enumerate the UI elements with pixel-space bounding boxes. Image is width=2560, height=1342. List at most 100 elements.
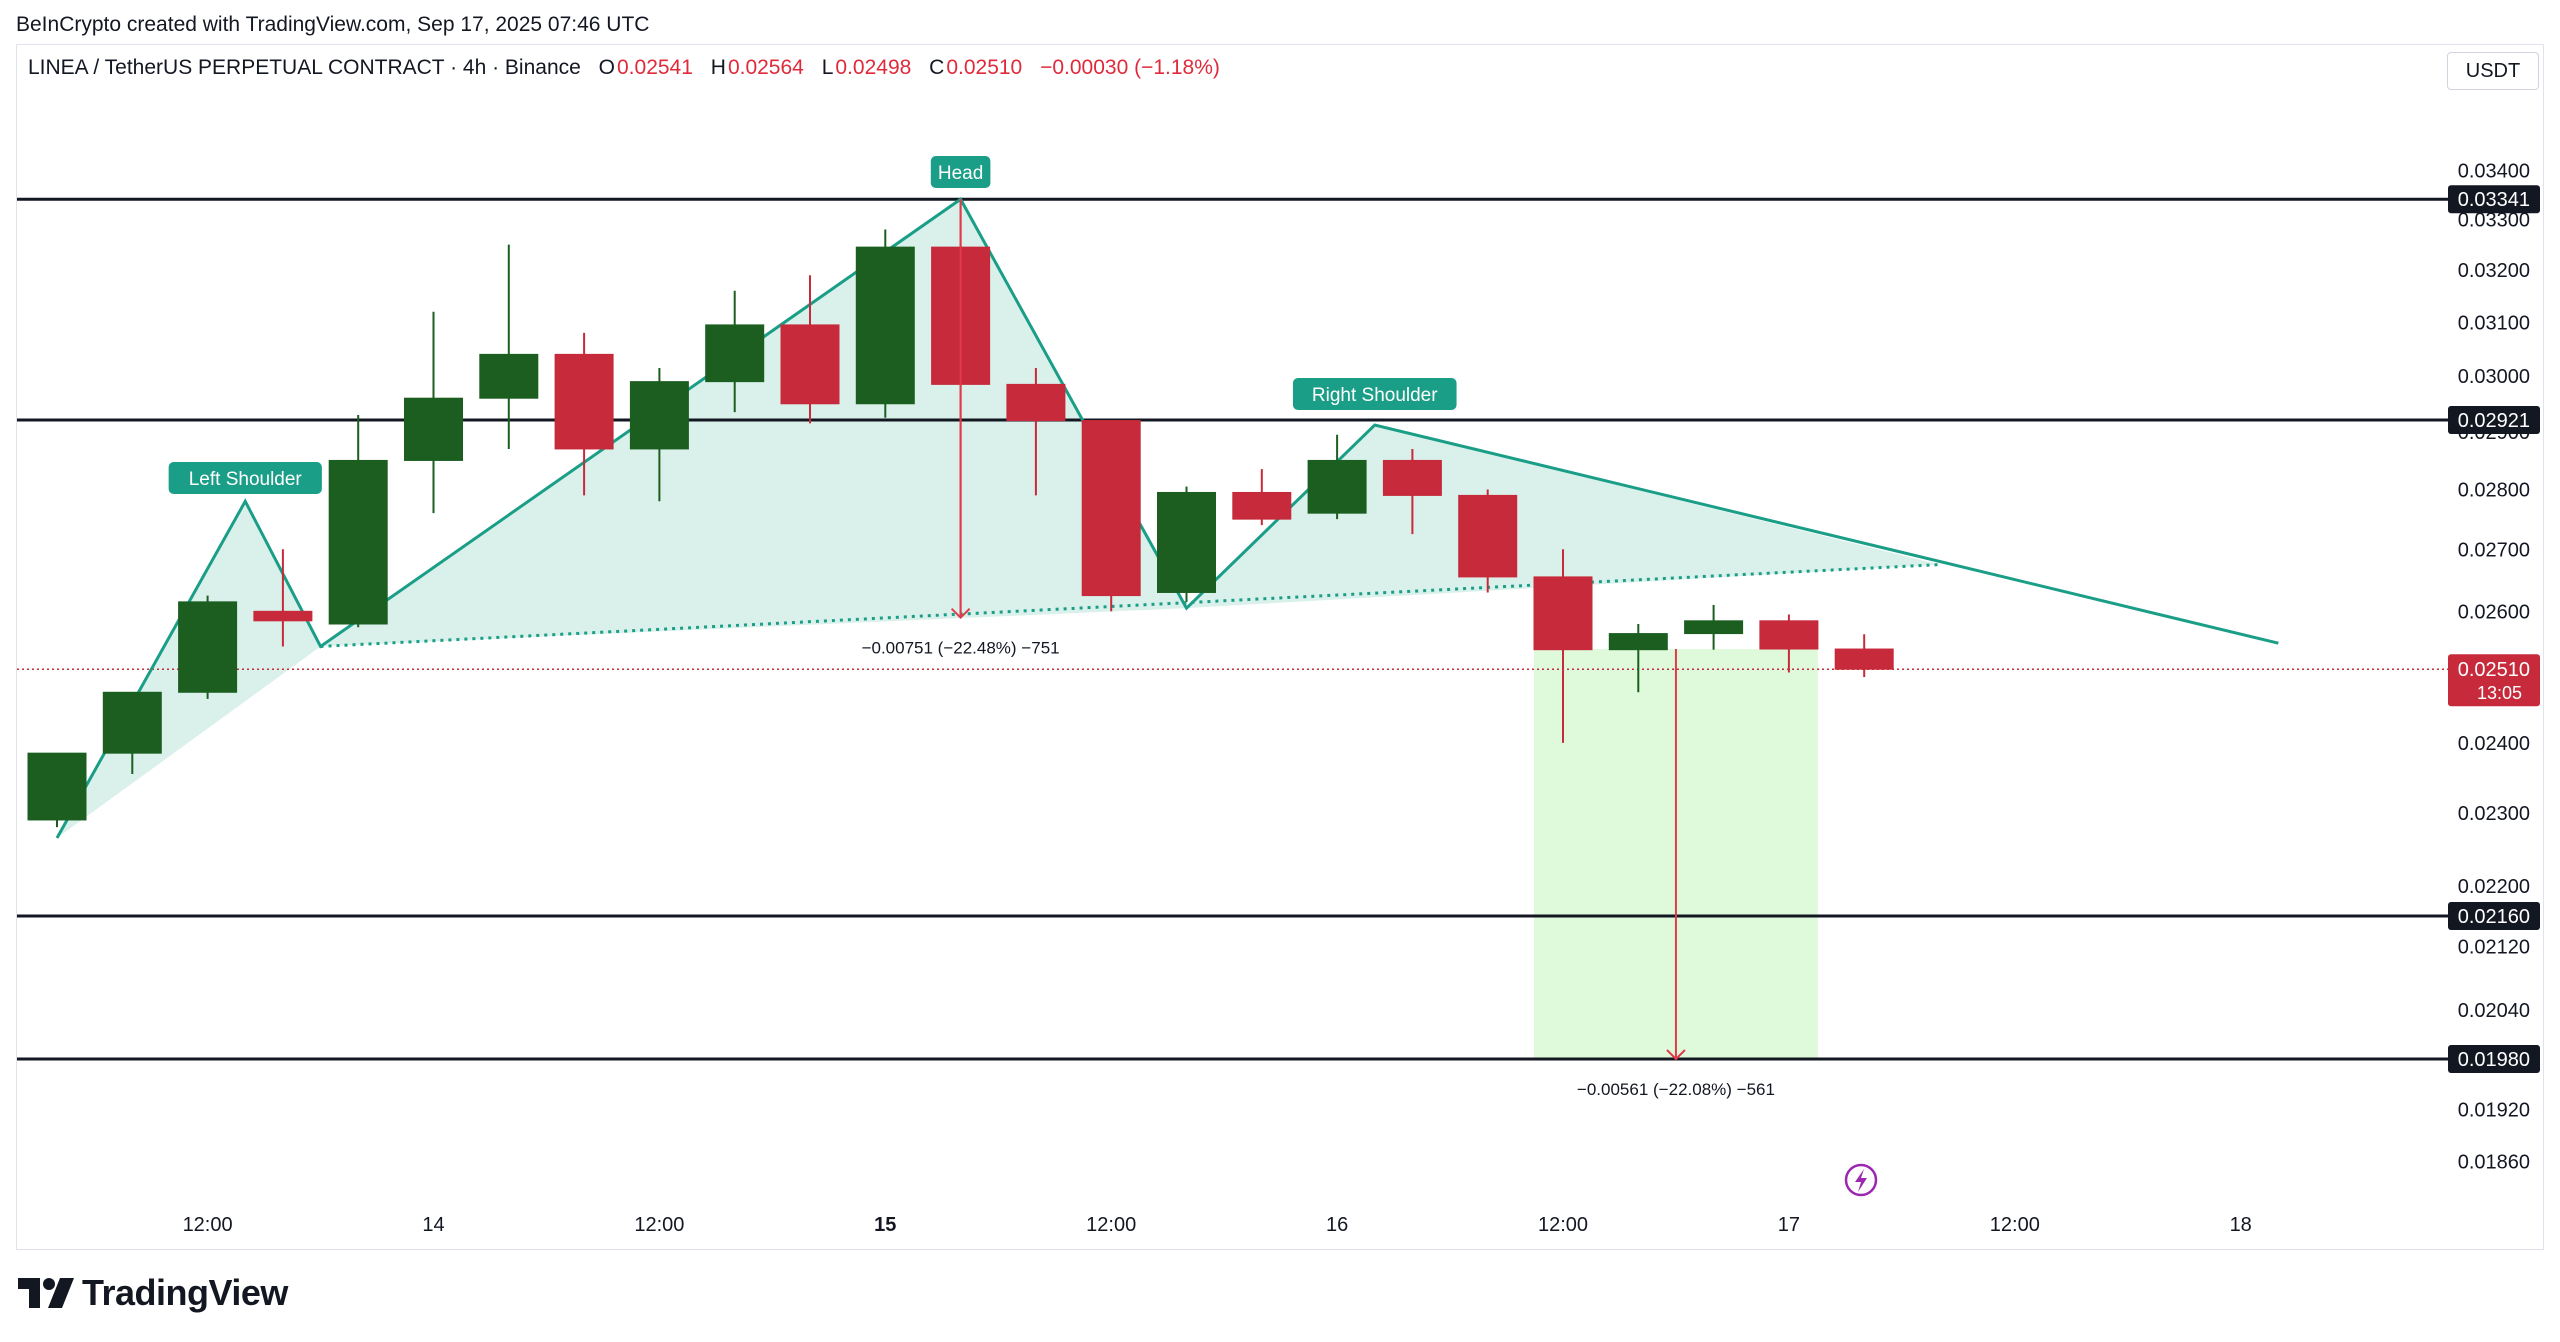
- level-price-tag: [2448, 902, 2540, 930]
- y-tick-label: 0.03000: [2458, 366, 2530, 388]
- chart-frame: [16, 44, 2544, 1250]
- candle: [328, 414, 388, 628]
- current-price-tag: [2448, 654, 2540, 707]
- level-price-tag: [2448, 406, 2540, 434]
- lightning-icon: [1844, 1163, 1878, 1197]
- candle: [102, 691, 162, 774]
- x-tick-label: 12:00: [183, 1214, 233, 1236]
- y-tick-label: 0.02040: [2458, 1000, 2530, 1022]
- y-tick-label: 0.03400: [2458, 160, 2530, 182]
- y-tick-label: 0.02700: [2458, 539, 2530, 561]
- y-tick-label: 0.03200: [2458, 260, 2530, 282]
- candle: [1608, 624, 1668, 693]
- right-shoulder-label: Right Shoulder: [1312, 385, 1438, 406]
- candle: [27, 752, 87, 828]
- x-tick-label: 12:00: [634, 1214, 684, 1236]
- x-tick-label: 14: [422, 1214, 444, 1236]
- candle: [1157, 486, 1216, 602]
- candle-body: [479, 353, 539, 399]
- candle: [554, 332, 614, 496]
- head-label: Head: [938, 163, 983, 184]
- candle: [1684, 605, 1744, 650]
- y-tick-label: 0.01860: [2458, 1152, 2530, 1174]
- measure-arrowhead: [950, 607, 971, 620]
- candle: [855, 229, 915, 418]
- candle-body: [629, 381, 689, 450]
- candle: [1458, 489, 1518, 593]
- level-price-label: 0.02160: [2458, 906, 2530, 928]
- measure-label-head: −0.00751 (−22.48%) −751: [862, 639, 1060, 658]
- lightning-icon-ring: [1844, 1163, 1878, 1197]
- candle-body: [780, 324, 840, 405]
- candle: [1759, 614, 1819, 673]
- close-value: 0.02510: [946, 56, 1023, 79]
- y-tick-label: 0.02600: [2458, 601, 2530, 623]
- candle: [404, 311, 463, 514]
- candle-body: [1382, 459, 1442, 496]
- current-price-label: 0.02510: [2458, 659, 2530, 681]
- x-tick-label: 16: [1326, 1214, 1348, 1236]
- candle: [253, 549, 313, 647]
- y-tick-label: 0.02200: [2458, 876, 2530, 898]
- candle-body: [328, 459, 388, 625]
- y-tick-label: 0.02400: [2458, 733, 2530, 755]
- tradingview-logo-icon: [18, 1278, 74, 1308]
- candle-body: [404, 397, 463, 461]
- head-label-bg: [930, 156, 991, 188]
- pattern-fill-right-shoulder: [1186, 425, 1940, 609]
- change-value: −0.00030 (−1.18%): [1040, 56, 1220, 79]
- y-tick-label: 0.01920: [2458, 1100, 2530, 1122]
- candle: [1232, 469, 1292, 526]
- candle-body: [1081, 420, 1141, 597]
- candle-body: [1533, 576, 1593, 651]
- candle: [629, 367, 689, 502]
- chart-canvas[interactable]: −0.00751 (−22.48%) −751 −0.00561 (−22.08%…: [0, 0, 2560, 1260]
- candle-body: [855, 246, 915, 405]
- candle: [1307, 434, 1367, 520]
- candle-body: [1834, 648, 1894, 670]
- x-tick-label: 18: [2230, 1214, 2252, 1236]
- currency-selector[interactable]: USDT: [2447, 52, 2539, 90]
- y-tick-label: 0.03300: [2458, 210, 2530, 232]
- candle-body: [1232, 491, 1292, 520]
- low-label: L: [821, 56, 834, 79]
- left-shoulder-label: Left Shoulder: [189, 469, 303, 490]
- y-tick-label: 0.02800: [2458, 480, 2530, 502]
- x-tick-label: 17: [1778, 1214, 1800, 1236]
- candle: [178, 595, 238, 699]
- open-value: 0.02541: [617, 56, 693, 79]
- symbol-name[interactable]: LINEA / TetherUS PERPETUAL CONTRACT · 4h…: [28, 56, 581, 79]
- tradingview-logo[interactable]: TradingView: [18, 1272, 288, 1314]
- candle-body: [253, 610, 313, 622]
- high-value: 0.02564: [727, 56, 804, 79]
- close-label: C: [929, 56, 945, 79]
- candle-body: [554, 353, 614, 450]
- candle: [780, 275, 840, 424]
- measure-label-target: −0.00561 (−22.08%) −561: [1577, 1080, 1775, 1099]
- level-price-tag: [2448, 1044, 2540, 1073]
- measure-arrowhead: [1666, 1049, 1686, 1061]
- y-tick-label: 0.02300: [2458, 803, 2530, 825]
- candle-body: [1458, 494, 1518, 578]
- candle: [705, 290, 765, 413]
- x-tick-label: 12:00: [1086, 1214, 1136, 1236]
- candle: [1382, 448, 1442, 535]
- candle: [1533, 549, 1593, 743]
- x-tick-label: 15: [874, 1214, 896, 1236]
- chart-credit: BeInCrypto created with TradingView.com,…: [16, 13, 650, 36]
- candle-body: [1157, 491, 1216, 593]
- candle-body: [1684, 620, 1744, 635]
- x-tick-label: 12:00: [1538, 1214, 1588, 1236]
- level-price-tag: [2448, 185, 2540, 214]
- open-label: O: [598, 56, 615, 79]
- candle-body: [27, 752, 87, 821]
- high-label: H: [710, 56, 726, 79]
- candle-body: [178, 601, 238, 693]
- candle-body: [1759, 620, 1819, 650]
- right-shoulder-label-bg: [1292, 378, 1457, 410]
- tradingview-wordmark: TradingView: [82, 1272, 288, 1313]
- bar-countdown-label: 13:05: [2477, 683, 2522, 703]
- symbol-legend: LINEA / TetherUS PERPETUAL CONTRACT · 4h…: [28, 56, 1222, 80]
- y-tick-label: 0.03100: [2458, 312, 2530, 334]
- neckline: [320, 563, 1940, 648]
